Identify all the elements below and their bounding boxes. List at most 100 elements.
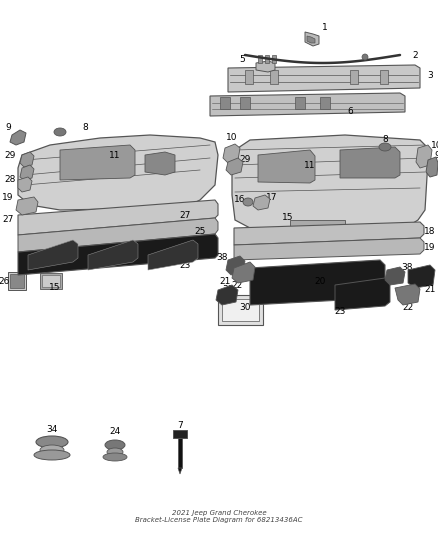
Text: 27: 27 — [179, 211, 191, 220]
Text: 22: 22 — [231, 280, 243, 289]
Text: 19: 19 — [2, 193, 14, 203]
Polygon shape — [88, 240, 138, 270]
Text: 28: 28 — [4, 175, 16, 184]
Ellipse shape — [362, 54, 368, 60]
Bar — [258, 55, 262, 63]
Polygon shape — [250, 260, 385, 305]
Polygon shape — [226, 158, 243, 175]
Bar — [270, 70, 278, 84]
Polygon shape — [385, 267, 405, 285]
Polygon shape — [256, 61, 275, 72]
Polygon shape — [307, 36, 315, 43]
Ellipse shape — [107, 448, 123, 456]
Text: 5: 5 — [239, 54, 245, 63]
Polygon shape — [408, 265, 435, 288]
Bar — [245, 70, 253, 84]
Polygon shape — [16, 197, 38, 215]
Polygon shape — [178, 468, 182, 474]
Polygon shape — [226, 256, 245, 275]
Polygon shape — [223, 144, 240, 163]
Polygon shape — [148, 240, 198, 270]
Bar — [295, 97, 305, 109]
Polygon shape — [395, 284, 420, 305]
Text: 29: 29 — [239, 156, 251, 165]
Text: 38: 38 — [401, 263, 413, 272]
Text: 24: 24 — [110, 427, 120, 437]
Text: 10: 10 — [431, 141, 438, 149]
Text: 16: 16 — [234, 196, 246, 205]
Polygon shape — [18, 234, 218, 275]
Text: 34: 34 — [46, 425, 58, 434]
Text: 23: 23 — [179, 261, 191, 270]
Ellipse shape — [105, 440, 125, 450]
Polygon shape — [20, 165, 34, 180]
Ellipse shape — [40, 445, 64, 455]
Bar — [40, 273, 62, 289]
Polygon shape — [18, 177, 32, 192]
Text: 30: 30 — [239, 303, 251, 312]
Text: 15: 15 — [49, 284, 61, 293]
Polygon shape — [18, 200, 218, 235]
Text: 1: 1 — [322, 23, 328, 33]
Bar — [240, 97, 250, 109]
Bar — [42, 275, 60, 287]
Polygon shape — [234, 238, 424, 260]
Polygon shape — [28, 240, 78, 270]
Bar — [320, 97, 330, 109]
Polygon shape — [258, 150, 315, 183]
Bar — [10, 274, 24, 288]
Text: 9: 9 — [5, 124, 11, 133]
Polygon shape — [10, 130, 26, 145]
Bar — [173, 430, 187, 438]
Polygon shape — [232, 135, 428, 230]
Text: 23: 23 — [334, 308, 346, 317]
Text: 22: 22 — [403, 303, 413, 311]
Bar — [220, 97, 230, 109]
Bar — [380, 70, 388, 84]
Polygon shape — [416, 145, 432, 168]
Text: 19: 19 — [424, 244, 436, 253]
Text: 3: 3 — [427, 71, 433, 80]
Text: 11: 11 — [109, 150, 121, 159]
Text: 10: 10 — [226, 133, 238, 142]
Polygon shape — [216, 285, 238, 305]
Text: 38: 38 — [216, 253, 228, 262]
Ellipse shape — [103, 453, 127, 461]
Polygon shape — [253, 195, 270, 210]
Bar — [350, 70, 358, 84]
Text: 26: 26 — [0, 278, 10, 287]
Bar — [222, 299, 259, 321]
Text: 15: 15 — [282, 214, 294, 222]
Text: 6: 6 — [347, 108, 353, 117]
Text: 2021 Jeep Grand Cherokee
Bracket-License Plate Diagram for 68213436AC: 2021 Jeep Grand Cherokee Bracket-License… — [135, 510, 303, 523]
Polygon shape — [234, 222, 424, 245]
Polygon shape — [145, 152, 175, 175]
Polygon shape — [232, 262, 255, 283]
Text: 31: 31 — [222, 286, 234, 295]
Text: 20: 20 — [314, 278, 326, 287]
Polygon shape — [426, 157, 438, 177]
Text: 21: 21 — [424, 286, 436, 295]
Text: 11: 11 — [304, 160, 316, 169]
Polygon shape — [20, 152, 34, 167]
Polygon shape — [18, 135, 218, 210]
Ellipse shape — [34, 450, 70, 460]
Polygon shape — [210, 93, 405, 116]
Text: 17: 17 — [266, 193, 278, 203]
Text: 21: 21 — [219, 278, 231, 287]
Bar — [290, 220, 345, 232]
Bar — [265, 55, 269, 63]
Text: 27: 27 — [2, 215, 14, 224]
Polygon shape — [60, 145, 135, 180]
Text: 9: 9 — [434, 150, 438, 159]
Ellipse shape — [36, 436, 68, 448]
Text: 25: 25 — [194, 228, 206, 237]
Bar — [218, 295, 263, 325]
Ellipse shape — [54, 128, 66, 136]
Ellipse shape — [243, 198, 253, 206]
Text: 7: 7 — [177, 421, 183, 430]
Text: 29: 29 — [4, 150, 16, 159]
Polygon shape — [18, 218, 218, 252]
Polygon shape — [305, 32, 319, 46]
Text: 8: 8 — [82, 124, 88, 133]
